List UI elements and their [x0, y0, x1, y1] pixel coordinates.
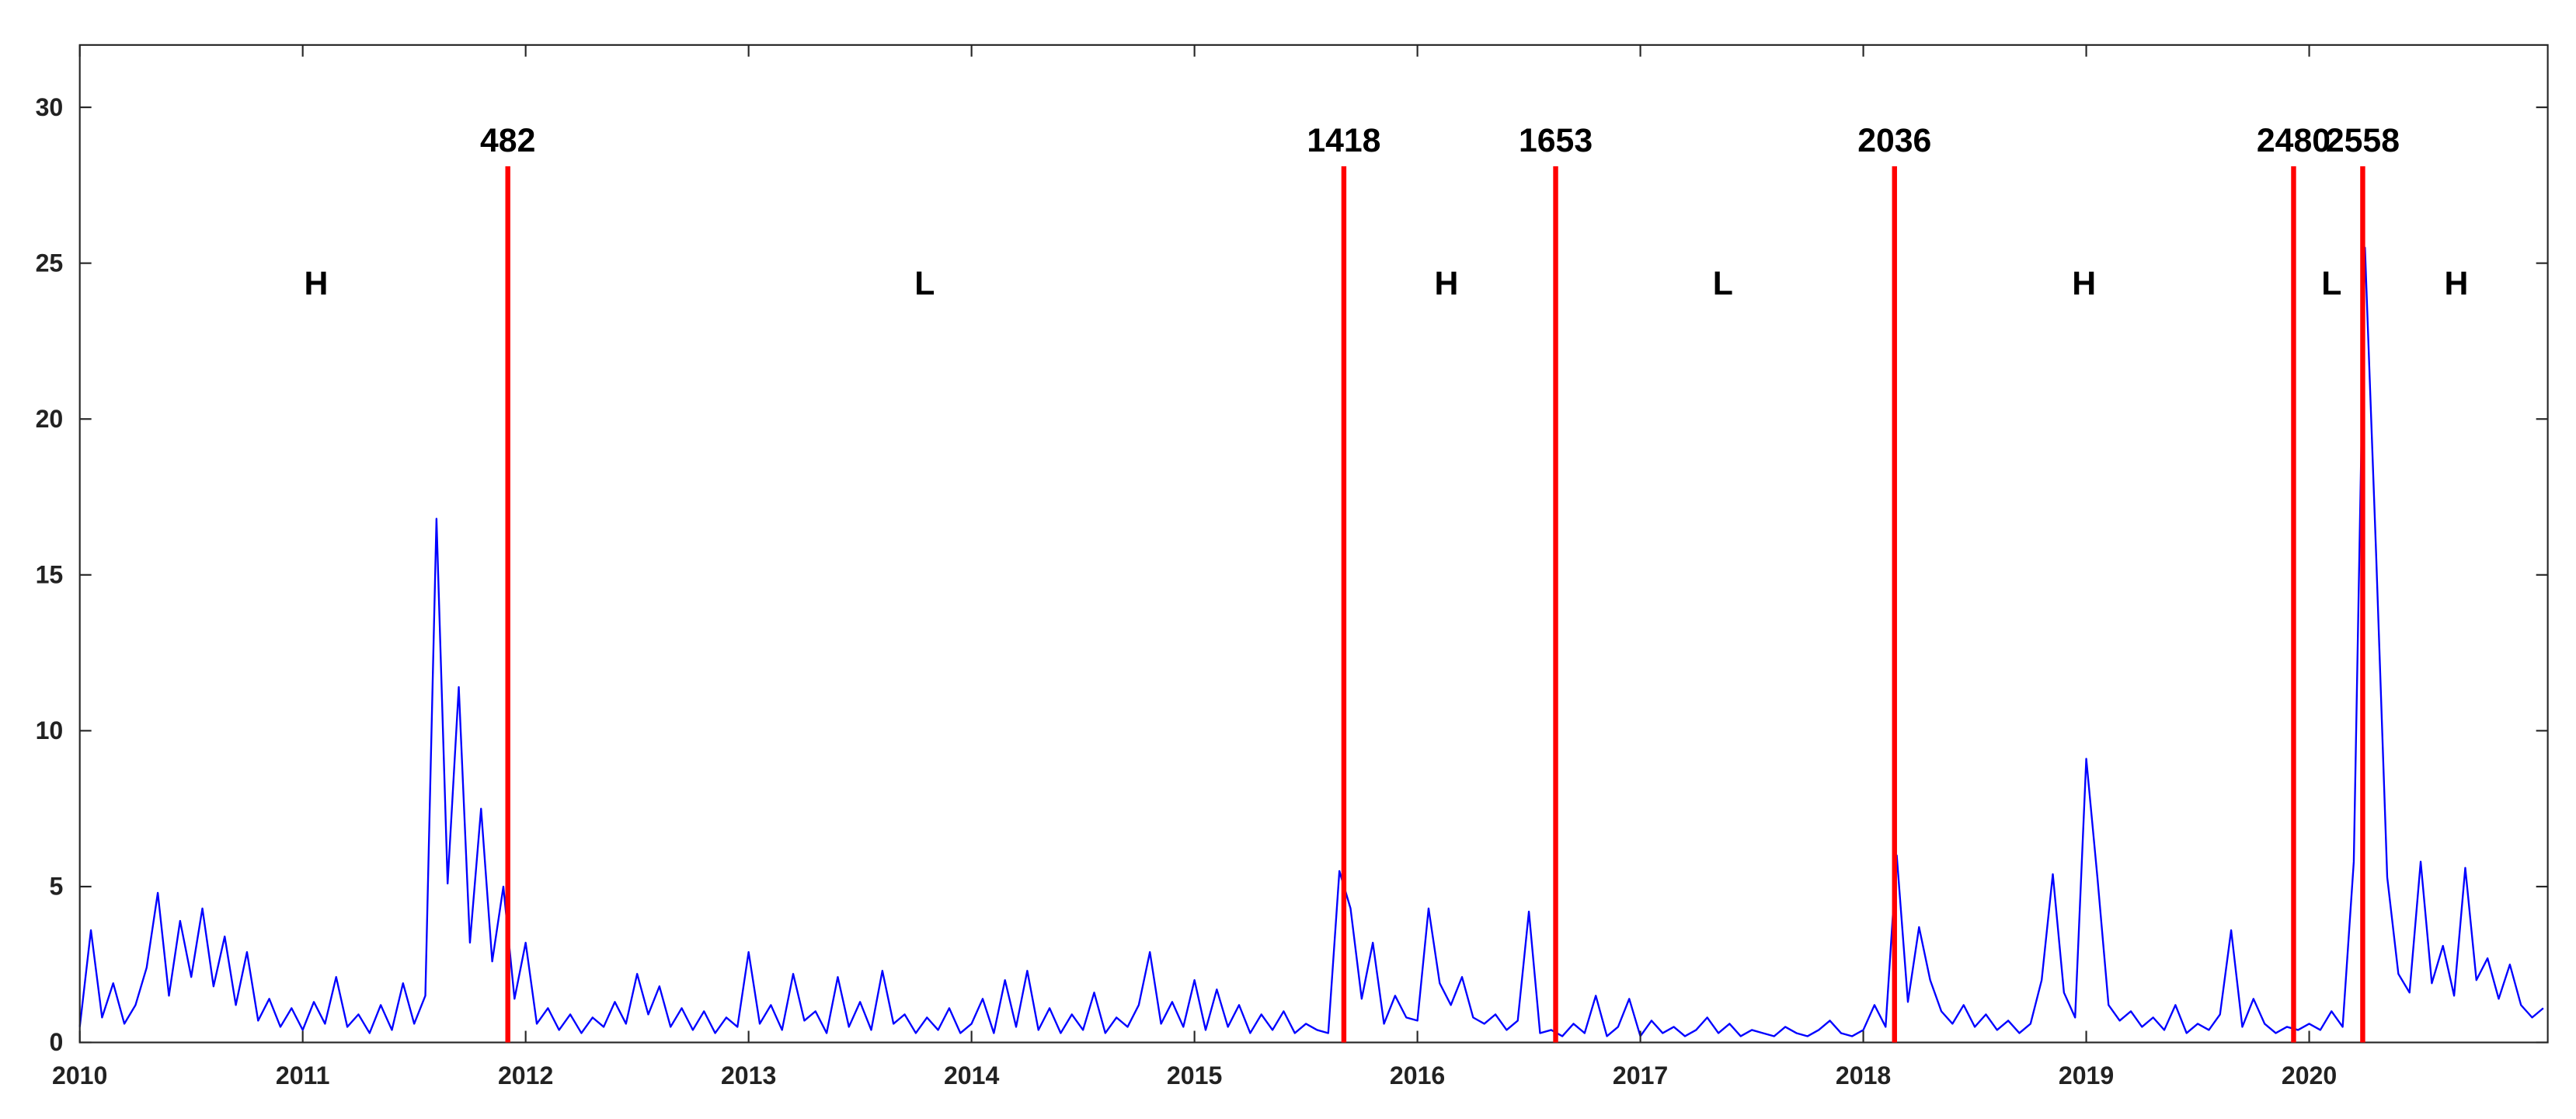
x-tick-label: 2012 [498, 1061, 553, 1089]
x-tick-label: 2013 [721, 1061, 776, 1089]
break-label: 1653 [1519, 122, 1593, 159]
data-line [78, 246, 2544, 1037]
plot-frame [78, 44, 2549, 1044]
x-tick-label: 2010 [52, 1061, 107, 1089]
break-label: 1418 [1307, 122, 1380, 159]
regime-label: H [2072, 265, 2096, 302]
break-label: 2036 [1857, 122, 1931, 159]
x-tick-label: 2011 [276, 1061, 330, 1089]
break-label: 2558 [2326, 122, 2400, 159]
y-tick-label: 5 [49, 873, 63, 901]
y-tick-label: 25 [36, 249, 64, 277]
x-tick-label: 2017 [1613, 1061, 1668, 1089]
x-tick-label: 2014 [944, 1061, 1000, 1089]
break-label: 482 [480, 122, 535, 159]
y-tick-label: 30 [36, 93, 64, 121]
regime-label: L [2321, 265, 2341, 302]
break-label: 2480 [2257, 122, 2331, 159]
y-tick-label: 15 [36, 560, 64, 588]
regime-label: H [2445, 265, 2469, 302]
regime-label: L [1713, 265, 1733, 302]
y-tick-label: 0 [49, 1028, 63, 1056]
x-tick-label: 2020 [2282, 1061, 2337, 1089]
x-tick-label: 2015 [1167, 1061, 1222, 1089]
x-tick-label: 2016 [1390, 1061, 1445, 1089]
regime-label: H [1434, 265, 1458, 302]
x-tick-label: 2018 [1836, 1061, 1891, 1089]
y-tick-label: 20 [36, 405, 64, 433]
regime-label: L [914, 265, 935, 302]
x-tick-label: 2019 [2059, 1061, 2114, 1089]
y-tick-label: 10 [36, 716, 64, 744]
regime-label: H [304, 265, 328, 302]
